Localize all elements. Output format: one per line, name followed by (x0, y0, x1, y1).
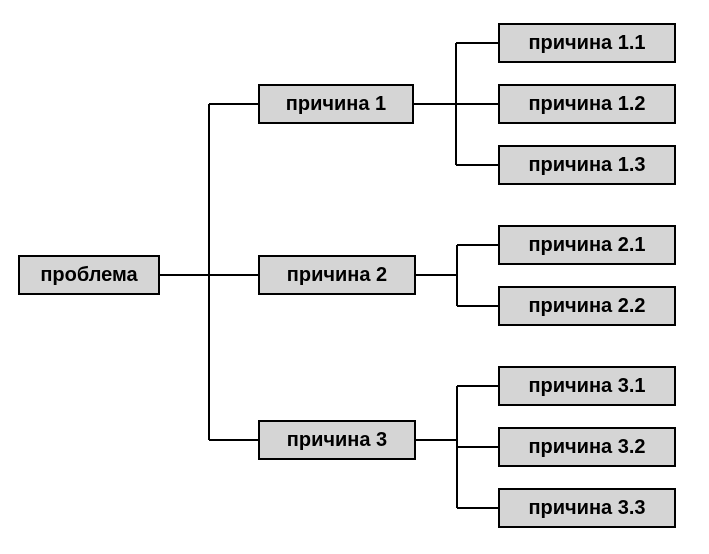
node-cause-1-label: причина 1 (286, 93, 386, 116)
node-cause-1-3-label: причина 1.3 (528, 154, 645, 177)
node-cause-2: причина 2 (258, 255, 416, 295)
node-cause-3-3: причина 3.3 (498, 488, 676, 528)
node-cause-1-1-label: причина 1.1 (528, 32, 645, 55)
node-cause-1-1: причина 1.1 (498, 23, 676, 63)
node-cause-2-1-label: причина 2.1 (528, 234, 645, 257)
node-cause-3: причина 3 (258, 420, 416, 460)
node-cause-2-2: причина 2.2 (498, 286, 676, 326)
node-cause-3-1-label: причина 3.1 (528, 375, 645, 398)
node-cause-2-1: причина 2.1 (498, 225, 676, 265)
node-cause-1-3: причина 1.3 (498, 145, 676, 185)
node-cause-1-2-label: причина 1.2 (528, 93, 645, 116)
node-cause-2-label: причина 2 (287, 264, 387, 287)
node-root: проблема (18, 255, 160, 295)
node-cause-3-label: причина 3 (287, 429, 387, 452)
node-cause-3-1: причина 3.1 (498, 366, 676, 406)
node-cause-1-2: причина 1.2 (498, 84, 676, 124)
node-cause-3-2-label: причина 3.2 (528, 436, 645, 459)
node-cause-2-2-label: причина 2.2 (528, 295, 645, 318)
node-cause-3-2: причина 3.2 (498, 427, 676, 467)
node-root-label: проблема (40, 264, 137, 287)
node-cause-1: причина 1 (258, 84, 414, 124)
node-cause-3-3-label: причина 3.3 (528, 497, 645, 520)
